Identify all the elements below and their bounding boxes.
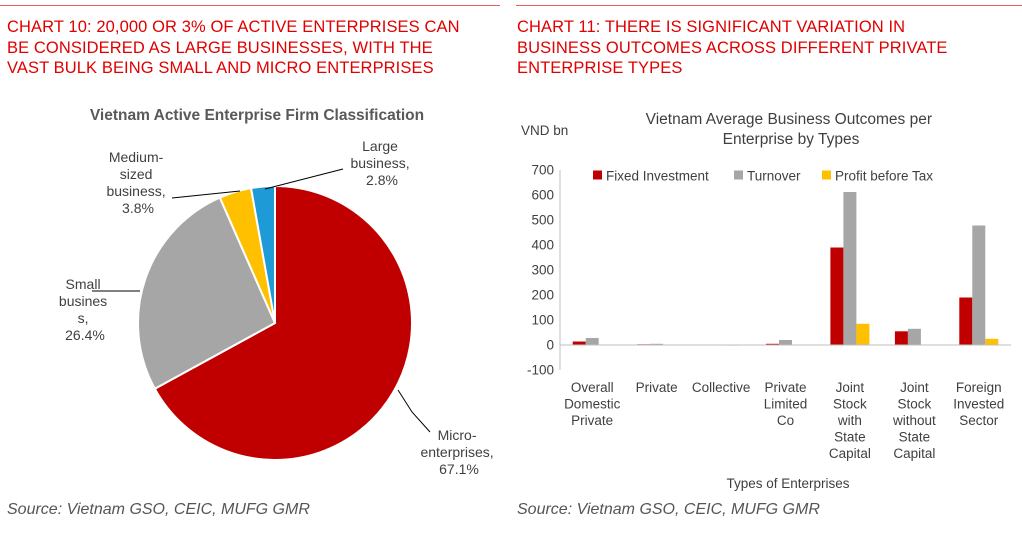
bar-turnover-1 [650, 343, 664, 346]
x-category-label: Joint Stock without State Capital [892, 380, 936, 461]
legend-swatch [593, 170, 602, 180]
y-tick-label: 700 [531, 163, 554, 178]
leader-line-micro [397, 389, 431, 433]
legend-label: Profit before Tax [835, 169, 933, 184]
y-tick-label: 500 [531, 213, 554, 228]
right-top-rule [516, 5, 1022, 6]
y-tick-label: 400 [531, 238, 554, 253]
right-heading-line: BUSINESS OUTCOMES ACROSS DIFFERENT PRIVA… [517, 38, 948, 57]
left-heading-line: CHART 10: 20,000 OR 3% OF ACTIVE ENTERPR… [7, 18, 460, 36]
x-category-label: Foreign Invested Sector [953, 380, 1004, 428]
x-category-label: Private [636, 380, 678, 395]
bar-profit-before-tax-4 [856, 323, 870, 346]
y-tick-label: 600 [531, 188, 554, 203]
bar-chart: Vietnam Average Business Outcomes per En… [521, 111, 1011, 491]
bar-turnover-4 [843, 192, 857, 345]
legend-label: Turnover [747, 169, 801, 184]
pie-chart: Vietnam Active Enterprise Firm Classific… [59, 107, 497, 477]
pie-chart-title: Vietnam Active Enterprise Firm Classific… [90, 107, 424, 124]
bar-turnover-3 [779, 340, 792, 345]
pie-label-small: Small busines s, 26.4% [59, 276, 111, 343]
legend-swatch [822, 170, 831, 180]
right-heading: CHART 11: THERE IS SIGNIFICANT VARIATION… [517, 17, 948, 79]
bar-fixed-investment-4 [830, 247, 844, 345]
y-axis-label: VND bn [521, 123, 568, 138]
y-tick-label: 100 [531, 313, 554, 328]
right-heading-line: CHART 11: THERE IS SIGNIFICANT VARIATION… [517, 18, 906, 36]
bar-turnover-0 [585, 338, 599, 345]
left-heading-line: BE CONSIDERED AS LARGE BUSINESSES, WITH … [7, 38, 433, 57]
x-category-label: Private Limited Co [764, 380, 808, 428]
right-heading-line: ENTERPRISE TYPES [517, 59, 683, 77]
y-tick-label: 200 [531, 288, 554, 303]
bar-turnover-5 [907, 328, 921, 346]
x-category-label: Joint Stock with State Capital [829, 380, 871, 461]
bar-turnover-6 [972, 225, 986, 345]
x-axis-label: Types of Enterprises [726, 476, 849, 491]
left-top-rule [0, 5, 500, 6]
bar-fixed-investment-0 [572, 341, 586, 345]
left-source: Source: Vietnam GSO, CEIC, MUFG GMR [7, 501, 310, 518]
left-heading-line: VAST BULK BEING SMALL AND MICRO ENTERPRI… [7, 59, 434, 77]
y-tick-label: -100 [527, 363, 554, 378]
right-source: Source: Vietnam GSO, CEIC, MUFG GMR [517, 501, 820, 518]
pie-label-large: Large business, 2.8% [350, 138, 413, 188]
legend-swatch [734, 170, 743, 180]
bar-fixed-investment-3 [766, 343, 779, 346]
bar-fixed-investment-6 [959, 297, 973, 345]
y-tick-label: 0 [546, 338, 554, 353]
left-heading: CHART 10: 20,000 OR 3% OF ACTIVE ENTERPR… [7, 17, 460, 79]
bar-chart-title: Vietnam Average Business Outcomes per En… [646, 111, 937, 148]
pie-label-medium: Medium- sized business, 3.8% [106, 149, 169, 216]
pie-label-micro: Micro- enterprises, 67.1% [420, 427, 497, 477]
x-category-label: Collective [692, 380, 751, 395]
bar-profit-before-tax-6 [985, 338, 999, 346]
y-tick-label: 300 [531, 263, 554, 278]
leader-line-large [264, 168, 344, 190]
x-category-label: Overall Domestic Private [564, 380, 621, 428]
leader-line-medium [171, 190, 241, 199]
bar-fixed-investment-5 [894, 331, 908, 346]
legend-label: Fixed Investment [606, 169, 709, 184]
pie-slice-micro [153, 184, 413, 461]
